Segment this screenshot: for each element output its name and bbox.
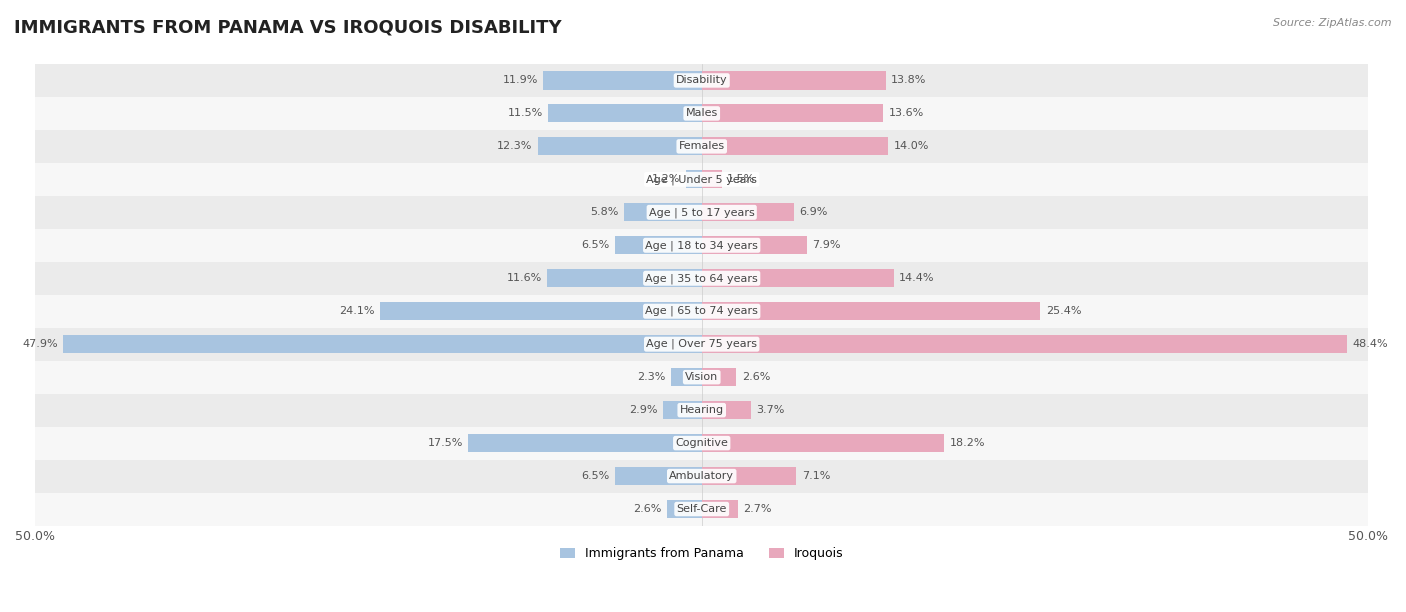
- Text: 3.7%: 3.7%: [756, 405, 785, 415]
- Bar: [35, 493, 1368, 526]
- Bar: [702, 137, 889, 155]
- Bar: [702, 72, 886, 89]
- Legend: Immigrants from Panama, Iroquois: Immigrants from Panama, Iroquois: [555, 542, 848, 565]
- Bar: [702, 203, 794, 222]
- Text: 6.5%: 6.5%: [582, 241, 610, 250]
- Bar: [702, 302, 1040, 320]
- Bar: [702, 434, 945, 452]
- Text: IMMIGRANTS FROM PANAMA VS IROQUOIS DISABILITY: IMMIGRANTS FROM PANAMA VS IROQUOIS DISAB…: [14, 18, 561, 36]
- Bar: [35, 97, 1368, 130]
- Text: 14.0%: 14.0%: [894, 141, 929, 151]
- Bar: [35, 64, 1368, 97]
- Bar: [702, 335, 1347, 353]
- Text: 11.9%: 11.9%: [502, 75, 537, 86]
- Text: Self-Care: Self-Care: [676, 504, 727, 514]
- Text: 6.9%: 6.9%: [799, 207, 828, 217]
- Text: 17.5%: 17.5%: [427, 438, 463, 448]
- Bar: [686, 170, 702, 188]
- Bar: [624, 203, 702, 222]
- Text: Age | 5 to 17 years: Age | 5 to 17 years: [648, 207, 755, 218]
- Text: Ambulatory: Ambulatory: [669, 471, 734, 481]
- Text: Disability: Disability: [676, 75, 727, 86]
- Bar: [468, 434, 702, 452]
- Bar: [35, 196, 1368, 229]
- Text: 1.5%: 1.5%: [727, 174, 755, 184]
- Bar: [666, 500, 702, 518]
- Text: 14.4%: 14.4%: [898, 274, 935, 283]
- Bar: [35, 327, 1368, 360]
- Text: 1.2%: 1.2%: [652, 174, 681, 184]
- Text: 18.2%: 18.2%: [949, 438, 986, 448]
- Bar: [537, 137, 702, 155]
- Bar: [702, 467, 796, 485]
- Bar: [702, 105, 883, 122]
- Text: 11.5%: 11.5%: [508, 108, 543, 118]
- Text: 24.1%: 24.1%: [339, 306, 375, 316]
- Bar: [543, 72, 702, 89]
- Text: 2.7%: 2.7%: [742, 504, 772, 514]
- Text: 2.6%: 2.6%: [633, 504, 662, 514]
- Bar: [547, 269, 702, 287]
- Text: Males: Males: [686, 108, 718, 118]
- Text: Hearing: Hearing: [679, 405, 724, 415]
- Text: 48.4%: 48.4%: [1353, 339, 1388, 349]
- Bar: [671, 368, 702, 386]
- Text: Age | 35 to 64 years: Age | 35 to 64 years: [645, 273, 758, 283]
- Bar: [548, 105, 702, 122]
- Text: 47.9%: 47.9%: [22, 339, 58, 349]
- Bar: [35, 394, 1368, 427]
- Bar: [702, 401, 751, 419]
- Bar: [63, 335, 702, 353]
- Text: Age | Over 75 years: Age | Over 75 years: [647, 339, 758, 349]
- Text: Age | 18 to 34 years: Age | 18 to 34 years: [645, 240, 758, 250]
- Text: Females: Females: [679, 141, 724, 151]
- Text: 2.9%: 2.9%: [630, 405, 658, 415]
- Bar: [614, 236, 702, 255]
- Bar: [35, 295, 1368, 327]
- Text: Cognitive: Cognitive: [675, 438, 728, 448]
- Text: 6.5%: 6.5%: [582, 471, 610, 481]
- Bar: [35, 163, 1368, 196]
- Bar: [381, 302, 702, 320]
- Bar: [702, 170, 721, 188]
- Text: 7.1%: 7.1%: [801, 471, 830, 481]
- Bar: [702, 236, 807, 255]
- Bar: [702, 500, 738, 518]
- Text: 13.6%: 13.6%: [889, 108, 924, 118]
- Bar: [35, 262, 1368, 295]
- Bar: [702, 368, 737, 386]
- Bar: [614, 467, 702, 485]
- Text: Age | Under 5 years: Age | Under 5 years: [647, 174, 758, 185]
- Bar: [702, 269, 894, 287]
- Text: 11.6%: 11.6%: [506, 274, 541, 283]
- Text: 13.8%: 13.8%: [891, 75, 927, 86]
- Bar: [664, 401, 702, 419]
- Text: 12.3%: 12.3%: [496, 141, 533, 151]
- Text: 25.4%: 25.4%: [1046, 306, 1081, 316]
- Bar: [35, 130, 1368, 163]
- Text: 2.6%: 2.6%: [742, 372, 770, 382]
- Text: Age | 65 to 74 years: Age | 65 to 74 years: [645, 306, 758, 316]
- Text: 7.9%: 7.9%: [813, 241, 841, 250]
- Bar: [35, 360, 1368, 394]
- Text: 5.8%: 5.8%: [591, 207, 619, 217]
- Bar: [35, 460, 1368, 493]
- Bar: [35, 229, 1368, 262]
- Text: 2.3%: 2.3%: [637, 372, 665, 382]
- Text: Vision: Vision: [685, 372, 718, 382]
- Text: Source: ZipAtlas.com: Source: ZipAtlas.com: [1274, 18, 1392, 28]
- Bar: [35, 427, 1368, 460]
